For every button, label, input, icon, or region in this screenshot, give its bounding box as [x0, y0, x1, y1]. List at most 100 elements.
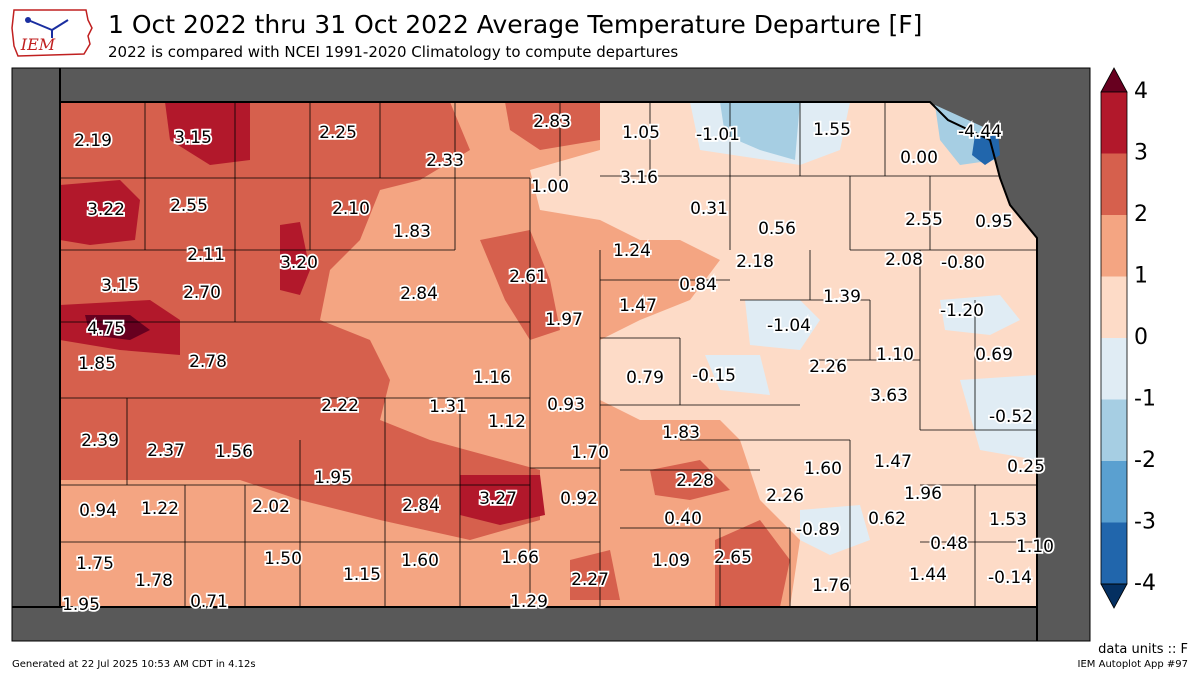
colorbar-tick: -2 — [1134, 448, 1156, 473]
station-value: 3.22 — [87, 200, 125, 220]
colorbar-band — [1101, 276, 1127, 338]
station-value: -0.14 — [988, 568, 1032, 588]
station-value: 0.00 — [900, 148, 938, 168]
colorbar-tick: 4 — [1134, 79, 1148, 104]
hot-spot-w — [60, 180, 140, 245]
station-value: -1.01 — [696, 125, 740, 145]
station-value: 1.00 — [531, 177, 569, 197]
cool-region-4 — [960, 375, 1037, 460]
colorbar-over-arrow — [1100, 67, 1128, 93]
station-value: -0.52 — [989, 407, 1033, 427]
station-value: 2.37 — [147, 441, 185, 461]
station-value: 1.09 — [652, 551, 690, 571]
colorbar-tick: -1 — [1134, 387, 1156, 412]
station-value: 1.95 — [314, 468, 352, 488]
station-value: 2.61 — [509, 267, 547, 287]
station-value: 1.97 — [545, 310, 583, 330]
colorbar-tick: 0 — [1134, 325, 1148, 350]
station-value: 0.95 — [975, 212, 1013, 232]
units-note: data units :: F — [1098, 642, 1188, 657]
station-value: 2.70 — [183, 283, 221, 303]
station-value: -4.44 — [958, 122, 1002, 142]
cool-region-3 — [940, 295, 1020, 335]
station-value: 0.31 — [690, 199, 728, 219]
colorbar-tick: -4 — [1134, 571, 1156, 596]
station-value: 0.25 — [1007, 457, 1045, 477]
station-value: 2.26 — [809, 357, 847, 377]
colder-region-ne — [972, 132, 1000, 165]
station-value: -0.80 — [941, 253, 985, 273]
station-value: 3.63 — [870, 386, 908, 406]
app-credit: IEM Autoplot App #97 — [1077, 659, 1188, 670]
station-value: 0.40 — [664, 509, 702, 529]
station-value: 0.92 — [560, 489, 598, 509]
station-value: -0.89 — [796, 520, 840, 540]
station-value: 1.44 — [909, 565, 947, 585]
station-value: 2.84 — [400, 284, 438, 304]
warm-region-north — [505, 102, 600, 150]
station-value: 1.15 — [343, 565, 381, 585]
station-value: 1.16 — [473, 368, 511, 388]
station-value: 1.24 — [613, 241, 651, 261]
station-value: 2.39 — [81, 431, 119, 451]
extreme-spot — [85, 315, 150, 340]
station-value: 0.71 — [190, 592, 228, 612]
station-value: 1.55 — [813, 120, 851, 140]
station-value: -0.15 — [692, 366, 736, 386]
hot-spot-nw — [165, 102, 250, 165]
station-value: 2.28 — [676, 471, 714, 491]
station-value: 0.79 — [626, 368, 664, 388]
station-value: 1.70 — [571, 443, 609, 463]
station-value: 1.39 — [823, 287, 861, 307]
station-value: 2.11 — [187, 245, 225, 265]
station-value: 4.75 — [87, 319, 125, 339]
cool-region-5 — [800, 505, 870, 555]
colorbar-under-arrow — [1100, 583, 1128, 609]
station-value: 2.02 — [252, 497, 290, 517]
station-value: 1.96 — [904, 484, 942, 504]
colorbar-tick: 1 — [1134, 264, 1148, 289]
cold-region-north — [720, 102, 800, 160]
station-value: 2.65 — [714, 548, 752, 568]
colorbar-band — [1101, 461, 1127, 523]
station-value: 1.10 — [1016, 537, 1054, 557]
station-value: 2.19 — [74, 131, 112, 151]
map-subtitle: 2022 is compared with NCEI 1991-2020 Cli… — [108, 43, 679, 61]
station-value: -1.04 — [767, 316, 811, 336]
colorbar-band — [1101, 92, 1127, 154]
station-value: 2.33 — [426, 151, 464, 171]
colorbar-band — [1101, 215, 1127, 277]
station-value: 2.22 — [321, 396, 359, 416]
logo-text: IEM — [20, 35, 56, 54]
station-value: 3.15 — [101, 276, 139, 296]
station-value: 1.47 — [874, 452, 912, 472]
colorbar-band — [1101, 399, 1127, 461]
station-value: 1.76 — [812, 576, 850, 596]
station-value: 1.85 — [78, 354, 116, 374]
colorbar: 4 3 2 1 0 -1 -2 -3 -4 — [1100, 67, 1156, 609]
station-value: 1.05 — [622, 123, 660, 143]
state-outline — [59, 101, 1038, 608]
colorbar-band — [1101, 153, 1127, 215]
cool-region-1 — [745, 300, 820, 350]
station-value: 3.27 — [479, 489, 517, 509]
station-value: 0.93 — [547, 395, 585, 415]
station-value: 2.27 — [571, 570, 609, 590]
station-value: 1.47 — [619, 296, 657, 316]
station-value: 1.50 — [264, 549, 302, 569]
station-value: 1.66 — [501, 548, 539, 568]
station-value: 0.62 — [868, 509, 906, 529]
station-labels: 2.19 3.15 2.25 2.33 2.83 1.05 -1.01 1.55… — [60, 110, 1055, 617]
colorbar-tick: 2 — [1134, 202, 1148, 227]
station-value: 1.12 — [488, 412, 526, 432]
colorbar-tick: 3 — [1134, 141, 1148, 166]
station-value: 2.78 — [189, 352, 227, 372]
station-value: 0.69 — [975, 345, 1013, 365]
station-value: 2.84 — [402, 496, 440, 516]
station-value: 2.10 — [332, 199, 370, 219]
station-value: 2.26 — [766, 486, 804, 506]
map-title: 1 Oct 2022 thru 31 Oct 2022 Average Temp… — [108, 10, 923, 39]
station-value: 1.78 — [135, 571, 173, 591]
station-value: 1.53 — [989, 510, 1027, 530]
